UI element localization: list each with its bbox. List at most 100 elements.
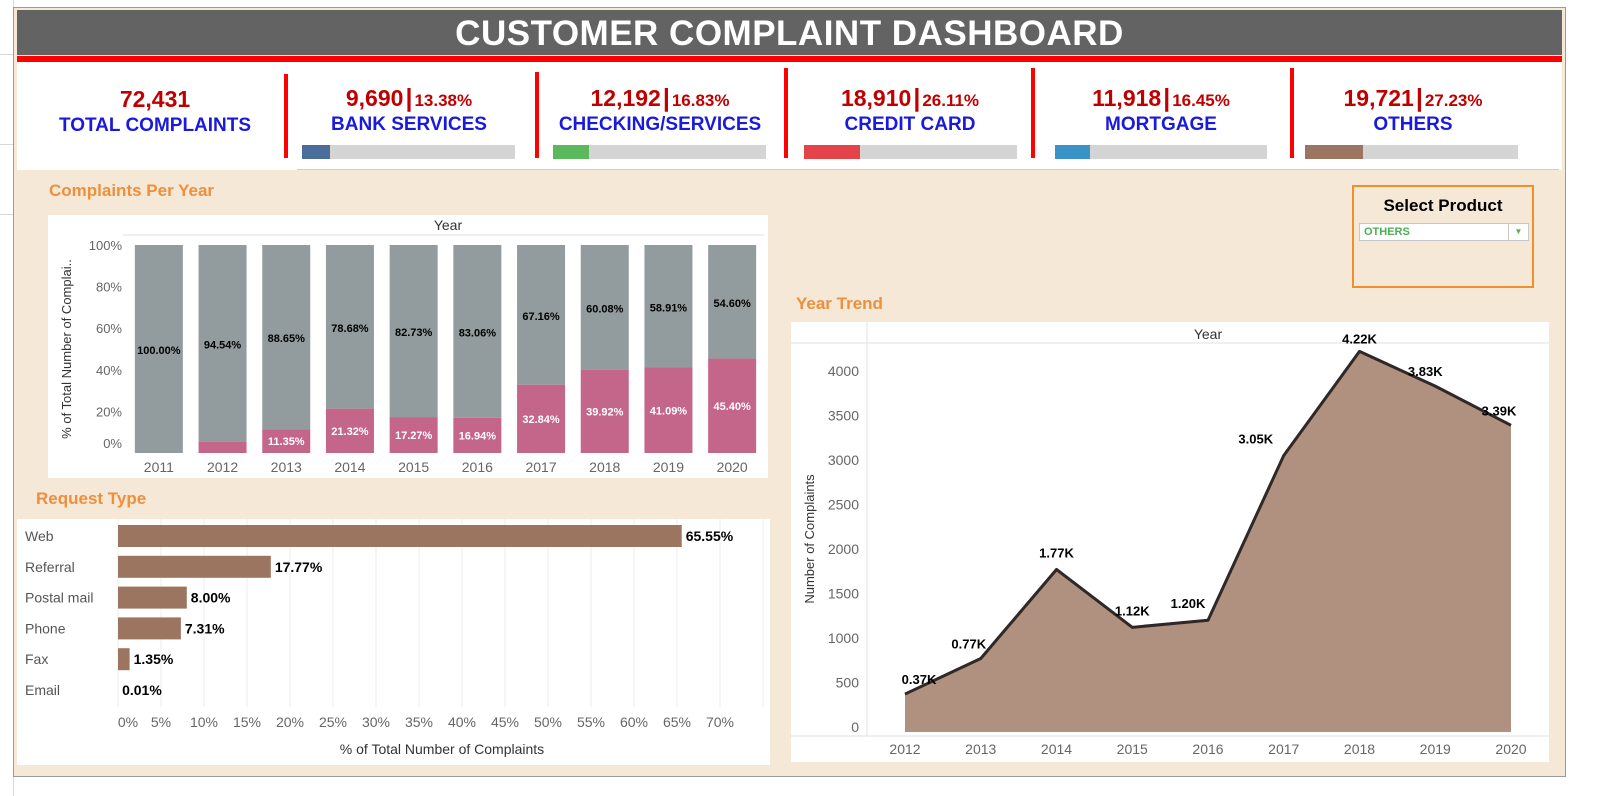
y-tick-label: 3500 xyxy=(828,408,859,424)
kpi-share-bar xyxy=(302,145,515,159)
x-tick-label: 2017 xyxy=(1268,741,1299,757)
bar-segment-grey xyxy=(708,245,757,359)
bar-segment-grey xyxy=(580,245,629,370)
bar-label: 54.60% xyxy=(713,298,751,310)
x-tick-label: 2020 xyxy=(1495,741,1526,757)
y-tick-label: 80% xyxy=(96,280,122,295)
x-tick-label: 40% xyxy=(448,714,476,730)
x-tick-label: 20% xyxy=(276,714,304,730)
dropdown-arrow-icon[interactable]: ▼ xyxy=(1508,224,1528,240)
bar-segment-grey xyxy=(389,245,438,418)
bar-label: 58.91% xyxy=(650,302,688,314)
kpi-value: 18,910 xyxy=(840,85,912,111)
product-select[interactable]: OTHERS ▼ xyxy=(1359,223,1529,241)
bar-label: 45.40% xyxy=(713,401,751,413)
bar-label: 41.09% xyxy=(650,405,688,417)
kpi-credit-card: 18,910| 26.11% CREDIT CARD xyxy=(797,62,1023,170)
kpi-label: BANK SERVICES xyxy=(331,114,487,135)
kpi-percent: 26.11% xyxy=(922,91,980,110)
kpi-separator xyxy=(1031,68,1035,158)
x-tick-label: 2019 xyxy=(1420,741,1451,757)
x-tick-label: 70% xyxy=(706,714,734,730)
x-tick-label: 2013 xyxy=(271,459,302,475)
bar-value-label: 1.35% xyxy=(134,651,174,667)
bar-label: 82.73% xyxy=(395,327,433,339)
kpi-share-bar xyxy=(1305,145,1518,159)
x-tick-label: 2020 xyxy=(717,459,748,475)
x-tick-label: 2016 xyxy=(462,459,493,475)
bar-segment-pink xyxy=(517,384,566,453)
point-label: 1.12K xyxy=(1115,603,1150,618)
bar-label: 83.06% xyxy=(459,327,497,339)
kpi-value: 11,918 xyxy=(1092,85,1162,111)
bar-value-label: 17.77% xyxy=(275,559,323,575)
category-label: Referral xyxy=(25,559,75,575)
kpi-value: 19,721 xyxy=(1343,85,1414,111)
kpi-separator xyxy=(784,68,788,158)
bar-segment-pink xyxy=(262,429,311,453)
kpi-value: 9,690 xyxy=(345,85,404,111)
x-tick-label: 5% xyxy=(151,714,171,730)
y-axis-label: Number of Complaints xyxy=(802,474,817,604)
x-tick-label: 2015 xyxy=(398,459,429,475)
kpi-share-bar xyxy=(1055,145,1267,159)
bar-segment-grey xyxy=(517,245,566,385)
bar xyxy=(118,648,130,671)
kpi-share-bar xyxy=(804,145,1017,159)
kpi-mortgage: 11,918| 16.45% MORTGAGE xyxy=(1048,62,1274,170)
x-tick-label: 55% xyxy=(577,714,605,730)
y-tick-label: 500 xyxy=(836,675,860,691)
bar-value-label: 8.00% xyxy=(191,590,231,606)
y-tick-label: 100% xyxy=(89,238,123,253)
kpi-label: OTHERS xyxy=(1373,114,1453,135)
bar-segment-grey xyxy=(453,245,502,418)
kpi-share-fill xyxy=(804,145,860,159)
x-tick-label: 2012 xyxy=(207,459,238,475)
bar xyxy=(118,586,187,609)
category-label: Email xyxy=(25,682,60,698)
x-tick-label: 2018 xyxy=(1344,741,1375,757)
bar-segment-grey xyxy=(134,245,183,453)
kpi-value: 12,192 xyxy=(590,85,661,111)
kpi-separator xyxy=(535,72,539,158)
kpi-share-fill xyxy=(1055,145,1090,159)
bar-segment-pink xyxy=(453,417,502,453)
kpi-strip xyxy=(17,62,1562,170)
kpi-bank-services: 9,690| 13.38% BANK SERVICES xyxy=(296,62,522,170)
point-label: 3.05K xyxy=(1238,432,1273,447)
bar xyxy=(118,555,271,578)
bar-label: 11.35% xyxy=(268,436,305,448)
kpi-checking-services: 12,192| 16.83% CHECKING/SERVICES xyxy=(547,62,773,170)
bar-segment-grey xyxy=(262,245,311,430)
bar-label: 17.27% xyxy=(395,430,433,442)
column-header: Year xyxy=(434,217,463,233)
x-tick-label: 2016 xyxy=(1192,741,1223,757)
x-tick-label: 45% xyxy=(491,714,519,730)
x-tick-label: 25% xyxy=(319,714,347,730)
kpi-label: CHECKING/SERVICES xyxy=(558,114,762,135)
bar-segment-grey xyxy=(198,245,247,442)
x-axis-label: % of Total Number of Complaints xyxy=(340,741,544,757)
y-tick-label: 2000 xyxy=(828,541,859,557)
kpi-total-complaints: 72,431 TOTAL COMPLAINTS xyxy=(25,62,285,170)
trend-area xyxy=(905,351,1511,732)
kpi-share-fill xyxy=(1305,145,1363,159)
point-label: 0.77K xyxy=(951,636,986,651)
y-tick-label: 1000 xyxy=(828,630,859,646)
x-tick-label: 2017 xyxy=(525,459,556,475)
point-label: 1.20K xyxy=(1171,596,1206,611)
bar-value-label: 7.31% xyxy=(185,620,225,636)
kpi-share-bar xyxy=(553,145,766,159)
bar-segment-pink xyxy=(198,441,247,453)
x-tick-label: 2018 xyxy=(589,459,620,475)
category-label: Postal mail xyxy=(25,590,93,606)
request-type-panel: Web 65.55% Referral 17.77% Postal mail 8.00% P… xyxy=(17,519,770,765)
kpi-pipe: | xyxy=(662,84,670,112)
bar-label: 39.92% xyxy=(586,406,624,418)
kpi-label: TOTAL COMPLAINTS xyxy=(58,115,252,136)
bar-value-label: 0.01% xyxy=(122,682,162,698)
kpi-pipe: | xyxy=(913,84,921,112)
product-select-value: OTHERS xyxy=(1364,226,1410,238)
point-label: 1.77K xyxy=(1039,545,1074,560)
